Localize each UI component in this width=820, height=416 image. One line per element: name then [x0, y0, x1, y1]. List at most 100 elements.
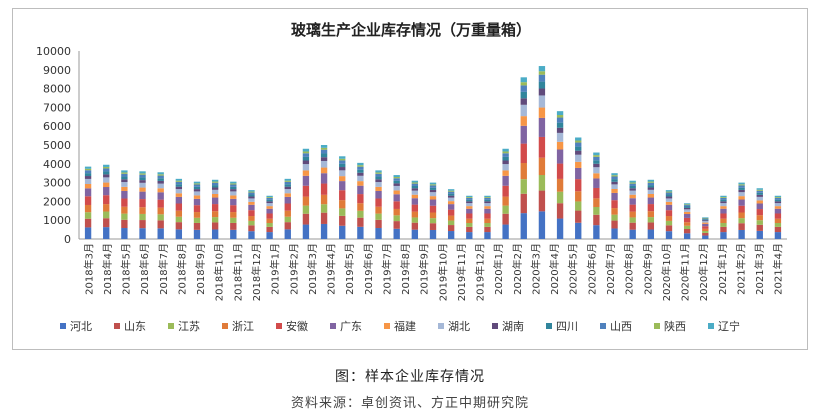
- bar-segment: [665, 196, 673, 199]
- bar-segment: [139, 180, 146, 183]
- bar-segment: [393, 175, 400, 177]
- bar-segment: [103, 187, 110, 196]
- bar-segment: [720, 213, 727, 219]
- bar-segment: [502, 148, 509, 152]
- bar-segment: [375, 186, 382, 191]
- bar-segment: [103, 174, 110, 178]
- bar-segment: [520, 163, 527, 180]
- bar-segment: [320, 147, 328, 150]
- bar-segment: [375, 206, 382, 214]
- bar-segment: [193, 229, 201, 239]
- bar-segment: [103, 204, 110, 212]
- bar-segment: [121, 219, 128, 229]
- bar-segment: [447, 220, 455, 226]
- bar-segment: [484, 201, 491, 204]
- bar-segment: [175, 216, 183, 223]
- bar-segment: [683, 203, 691, 205]
- stacked-bar-chart: 玻璃生产企业库存情况（万重量箱） 0 1000 2000 3000 4000 5000 60…: [36, 21, 787, 333]
- bar-segment: [738, 199, 745, 206]
- bar-segment: [84, 173, 92, 177]
- bar-segment: [611, 200, 618, 209]
- bar-segment: [139, 171, 146, 174]
- bar-segment: [629, 183, 636, 186]
- bar-segment: [175, 181, 183, 185]
- legend-label: 浙江: [232, 320, 254, 333]
- bar-segment: [466, 197, 473, 198]
- bar-segment: [629, 217, 636, 223]
- bar-segment: [556, 163, 564, 179]
- bar-segment: [375, 213, 382, 220]
- bar-segment: [683, 222, 691, 226]
- y-tick-label: 0: [64, 233, 71, 246]
- bar-segment: [193, 195, 201, 199]
- bar-segment: [665, 194, 673, 197]
- x-tick-label: 2020年2月: [511, 243, 524, 295]
- legend-label: 陕西: [664, 319, 686, 333]
- bar-segment: [266, 218, 273, 224]
- bar-segment: [665, 192, 673, 195]
- bar-segment: [284, 184, 291, 187]
- x-tick-label: 2018年11月: [231, 243, 244, 301]
- bar-segment: [429, 196, 437, 200]
- bar-segment: [720, 195, 727, 198]
- bar-segment: [502, 205, 509, 214]
- bar-segment: [683, 211, 691, 214]
- bar-segment: [738, 185, 745, 188]
- bar-segment: [230, 212, 237, 218]
- bar-segment: [175, 193, 183, 197]
- bar-segment: [230, 189, 237, 192]
- bar-segment: [466, 208, 473, 214]
- x-tick-label: 2020年3月: [529, 243, 542, 295]
- bar-segment: [665, 225, 673, 232]
- bar-segment: [266, 232, 273, 239]
- bar-segment: [139, 174, 146, 178]
- bar-segment: [447, 193, 455, 196]
- bar-segment: [103, 164, 110, 167]
- bar-segment: [575, 140, 582, 143]
- bar-segment: [720, 197, 727, 200]
- bar-segment: [429, 184, 437, 186]
- x-tick-label: 2020年10月: [660, 243, 673, 301]
- bar-segment: [429, 205, 437, 213]
- bar-segment: [411, 185, 419, 189]
- bar-segment: [466, 223, 473, 227]
- bar-segment: [157, 207, 164, 215]
- bar-segment: [320, 204, 328, 213]
- bar-segment: [756, 224, 763, 231]
- bar-segment: [339, 156, 346, 159]
- x-tick-label: 2020年7月: [604, 243, 617, 295]
- bar-segment: [556, 218, 564, 239]
- bar-segment: [738, 205, 745, 213]
- bar-segment: [193, 198, 201, 206]
- bar-segment: [284, 180, 291, 182]
- bar-segment: [266, 226, 273, 233]
- bar-segment: [193, 181, 201, 184]
- x-tick-label: 2020年5月: [567, 243, 580, 295]
- bar-segment: [139, 182, 146, 188]
- bar-segment: [339, 160, 346, 164]
- bar-segment: [302, 164, 310, 171]
- bar-segment: [302, 213, 310, 225]
- bar-segment: [484, 199, 491, 202]
- bar-segment: [484, 195, 491, 198]
- bar-segment: [211, 185, 219, 188]
- bar-segment: [756, 220, 763, 225]
- bar-segment: [556, 203, 564, 219]
- bar-segment: [629, 190, 636, 195]
- legend-swatch: [222, 323, 228, 329]
- x-tick-label: 2021年4月: [772, 243, 785, 295]
- x-tick-label: 2020年1月: [492, 243, 505, 295]
- bar-segment: [139, 177, 146, 181]
- bar-segment: [375, 176, 382, 180]
- bar-segment: [266, 223, 273, 227]
- bar-segment: [629, 182, 636, 184]
- bar-segment: [665, 216, 673, 221]
- bar-segment: [756, 209, 763, 216]
- bar-segment: [266, 197, 273, 200]
- bar-segment: [411, 211, 419, 218]
- bar-segment: [466, 201, 473, 204]
- bar-segment: [284, 210, 291, 217]
- bar-segment: [520, 98, 527, 105]
- bar-segment: [357, 226, 364, 239]
- bar-segment: [520, 116, 527, 126]
